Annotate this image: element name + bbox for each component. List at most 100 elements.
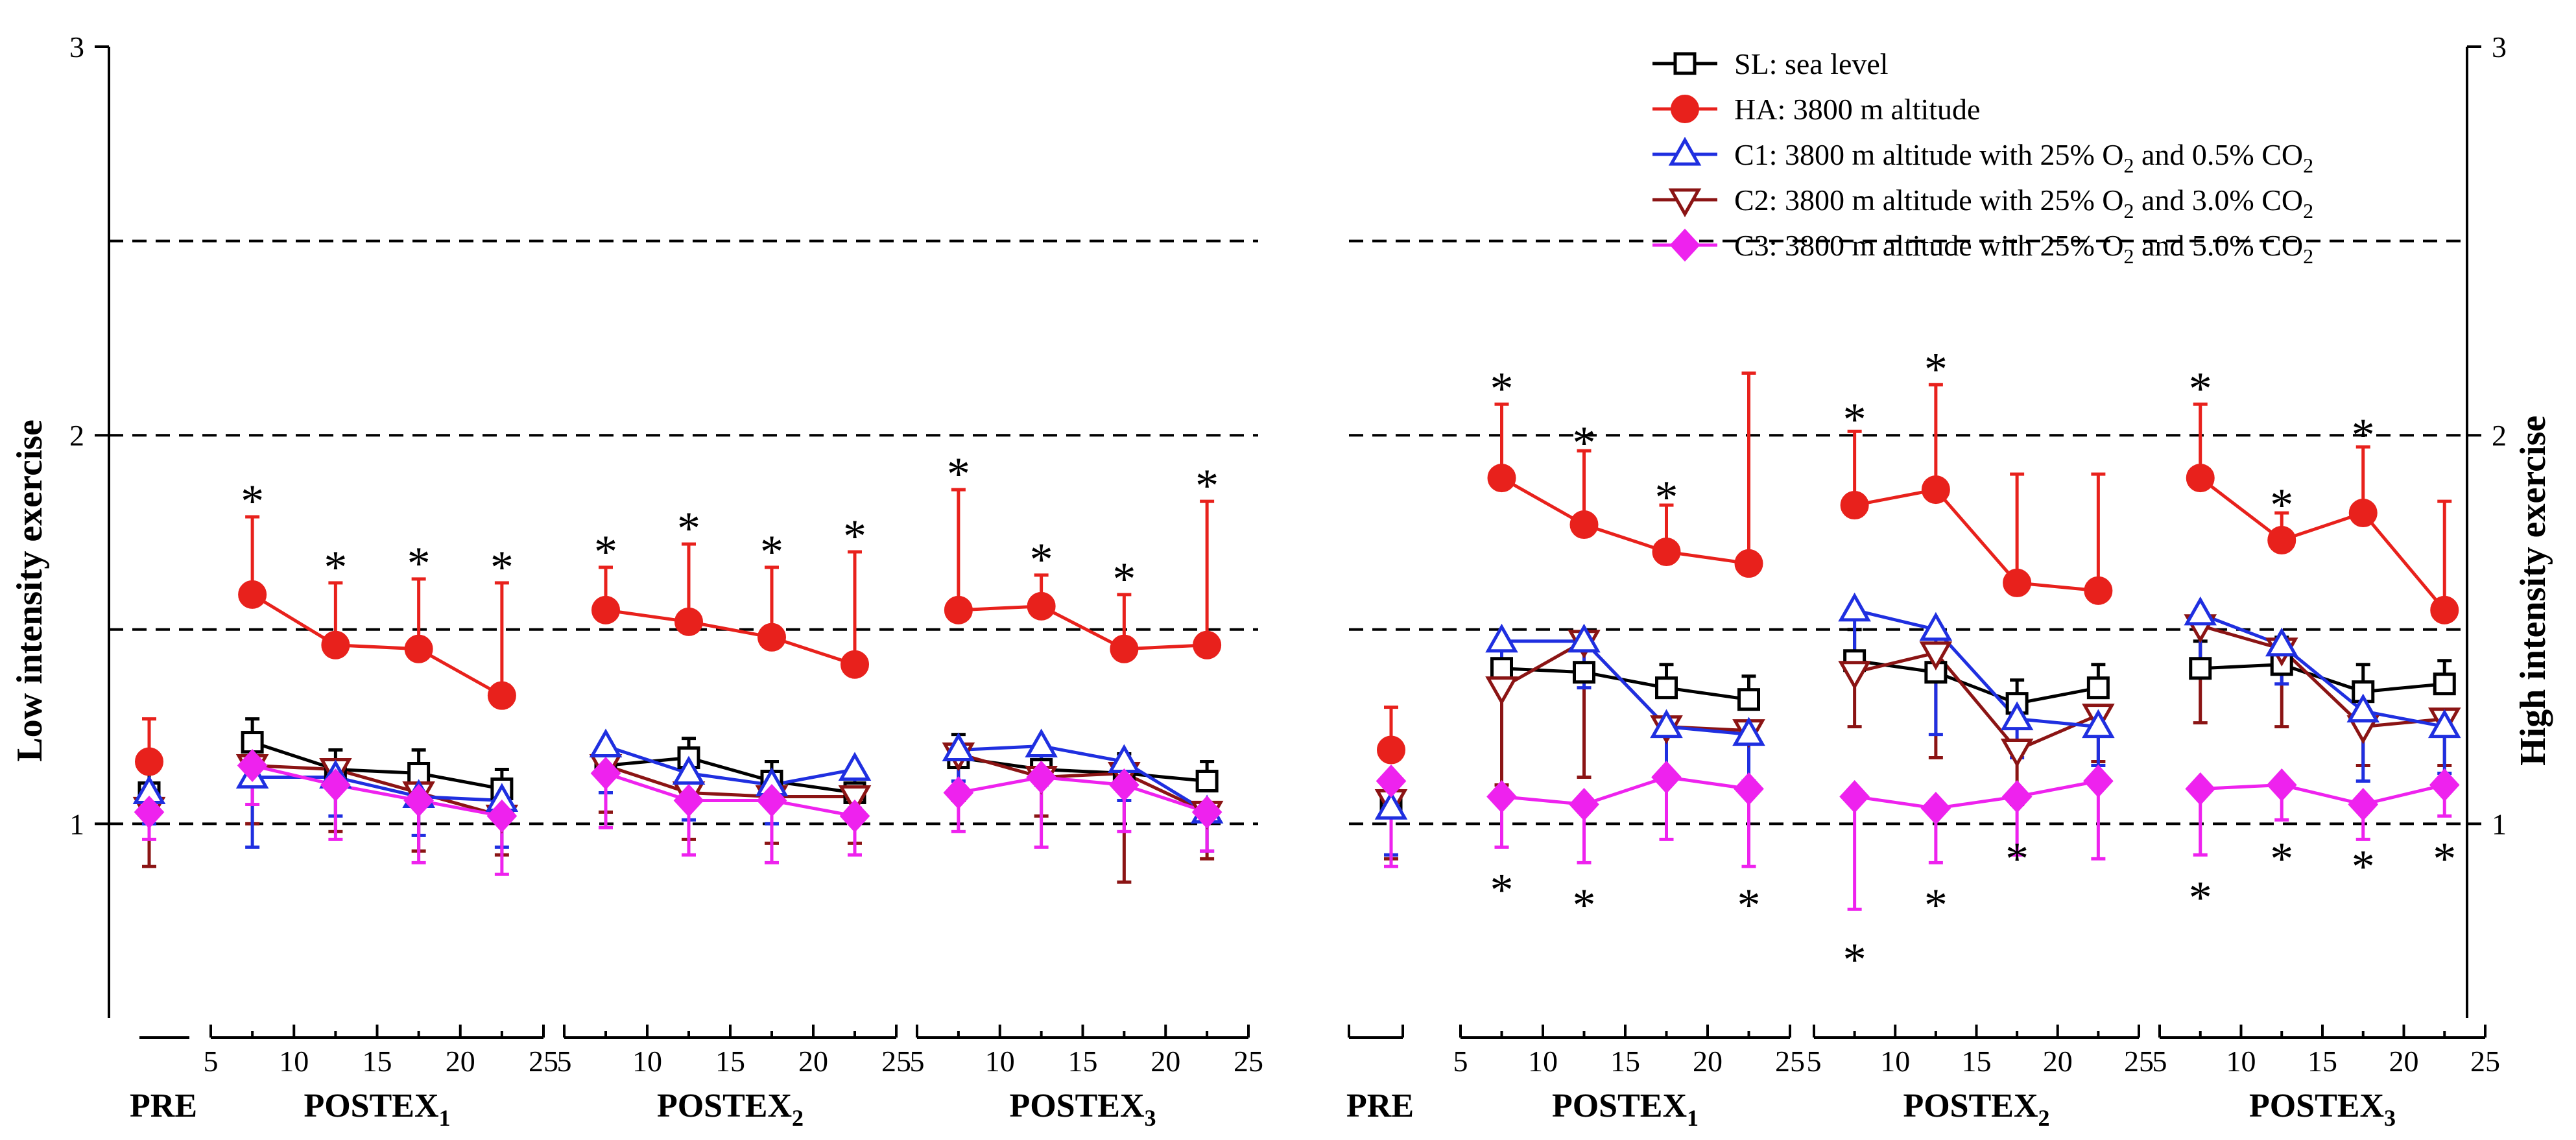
data-point-c3	[1839, 779, 1870, 813]
series-line-sl	[605, 756, 855, 794]
x-tick-label: 5	[1453, 1045, 1468, 1078]
legend-marker-sl	[1673, 52, 1697, 75]
legend-label-sub: 2	[2303, 199, 2313, 222]
group-label: POSTEX1	[304, 1087, 450, 1131]
x-tick-label: 20	[1151, 1045, 1180, 1078]
significance-asterisk: *	[1737, 879, 1761, 931]
significance-asterisk: *	[760, 526, 783, 578]
data-point-sl	[2189, 657, 2212, 680]
data-point-sl	[2086, 676, 2110, 700]
x-tick-label: 10	[985, 1045, 1015, 1078]
data-point-c1	[942, 732, 975, 762]
left-y-axis-title: Low intensity exercise	[10, 420, 50, 762]
data-point-ha	[1027, 591, 1056, 621]
x-tick-label: 10	[1880, 1045, 1910, 1078]
significance-asterisk: *	[2352, 840, 2375, 892]
data-point-c2	[838, 785, 872, 814]
data-point-c3	[2266, 768, 2297, 802]
legend-label-text: and 3.0% CO	[2134, 184, 2304, 217]
legend-label-text: C3: 3800 m altitude with 25% O	[1734, 229, 2124, 262]
x-tick-label: 20	[798, 1045, 828, 1078]
data-point-c3	[2185, 772, 2216, 805]
series-line-ha	[605, 608, 855, 667]
legend-label-text: and 0.5% CO	[2134, 138, 2304, 171]
data-point-ha	[2430, 595, 2459, 624]
right-y-tick-label: 2	[2492, 419, 2507, 452]
significance-asterisk: *	[947, 448, 970, 500]
data-point-c3	[1569, 787, 1599, 821]
legend-label: C1: 3800 m altitude with 25% O2 and 0.5%…	[1734, 138, 2313, 177]
x-tick-label: 20	[1693, 1045, 1723, 1078]
right-y-tick-label: 3	[2492, 30, 2507, 64]
right-y-axis-title: High intensity exercise	[2513, 416, 2553, 766]
significance-asterisk: *	[2189, 872, 2212, 923]
x-tick-label: 15	[1610, 1045, 1640, 1078]
data-point-c2	[1485, 676, 1518, 706]
data-point-ha	[487, 681, 516, 710]
legend-item-c1: C1: 3800 m altitude with 25% O2 and 0.5%…	[1652, 136, 2313, 177]
x-tick-label: 15	[2308, 1045, 2337, 1078]
x-tick-label: 20	[446, 1045, 475, 1078]
data-point-sl	[1655, 676, 1678, 700]
data-point-c1	[2082, 709, 2115, 739]
series-line-sl	[1854, 659, 2099, 706]
series-line-c1	[1501, 639, 1749, 737]
significance-asterisk: *	[2352, 409, 2375, 461]
significance-asterisk: *	[1924, 343, 1948, 395]
series-line-ha	[1854, 488, 2099, 593]
data-point-c3	[1734, 772, 1764, 805]
data-point-ha	[1569, 510, 1599, 540]
data-point-c1	[2427, 709, 2461, 739]
group-label-main: POSTEX	[2249, 1087, 2384, 1124]
data-point-c3	[1109, 768, 1139, 802]
data-point-c3	[403, 783, 434, 817]
group-label: POSTEX3	[1009, 1087, 1156, 1131]
series-line-sl	[252, 741, 503, 790]
legend-marker-c3	[1669, 228, 1700, 262]
data-point-ha	[1487, 464, 1516, 493]
data-point-c3	[486, 799, 518, 833]
data-point-ha	[841, 650, 869, 679]
data-point-c1	[1025, 728, 1058, 758]
data-point-sl	[407, 762, 431, 785]
x-tick-label: 5	[910, 1045, 925, 1078]
x-tick-label: 25	[529, 1045, 558, 1078]
data-point-c1	[838, 752, 872, 781]
group-label-sub: 2	[2038, 1105, 2050, 1131]
data-point-c1	[1919, 612, 1953, 641]
data-point-c3	[673, 783, 704, 817]
data-point-ha	[2186, 464, 2215, 493]
pre-point-c3	[134, 795, 165, 829]
series-line-c1	[252, 775, 502, 802]
data-point-ha	[1110, 634, 1139, 663]
significance-asterisk: *	[1195, 460, 1219, 512]
group-label-sub: 1	[439, 1105, 451, 1131]
x-tick-label: 15	[1962, 1045, 1992, 1078]
group-label-main: POSTEX	[657, 1087, 792, 1124]
x-tick-label: 15	[363, 1045, 392, 1078]
data-point-c1	[589, 728, 623, 758]
series-line-c3	[2200, 783, 2445, 807]
series-line-c2	[1854, 650, 2099, 752]
data-point-c1	[1568, 623, 1601, 653]
series-line-c2	[252, 764, 503, 818]
significance-asterisk: *	[1573, 417, 1596, 469]
significance-asterisk: *	[2189, 362, 2212, 414]
x-tick-label: 10	[1528, 1045, 1558, 1078]
data-point-ha	[2003, 568, 2032, 597]
series-line-sl	[1501, 667, 1749, 702]
data-point-c1	[2184, 596, 2217, 626]
data-point-c2	[1838, 661, 1871, 690]
x-tick-label: 10	[279, 1045, 309, 1078]
significance-asterisk: *	[2270, 833, 2293, 885]
x-tick-label: 25	[881, 1045, 911, 1078]
legend-marker-c2	[1668, 188, 1702, 218]
legend-item-c3: C3: 3800 m altitude with 25% O2 and 5.0%…	[1652, 228, 2313, 268]
data-point-ha	[238, 580, 267, 609]
data-point-c3	[2429, 768, 2460, 802]
x-tick-label: 5	[1807, 1045, 1822, 1078]
group-label-main: POSTEX	[1009, 1087, 1144, 1124]
x-tick-label: 25	[2124, 1045, 2154, 1078]
data-point-ha	[591, 595, 620, 624]
